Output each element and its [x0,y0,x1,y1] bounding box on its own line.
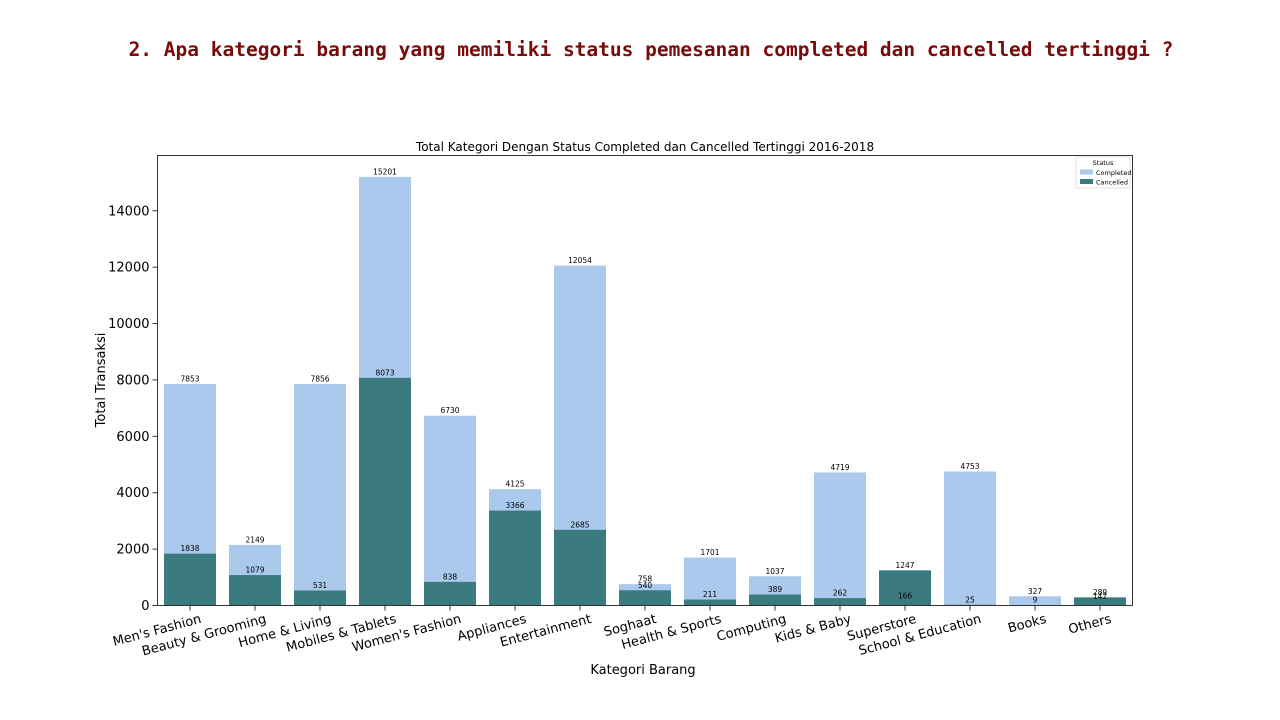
bar-cancelled-men-s-fashion [164,553,216,606]
legend-swatch-completed [1080,169,1093,175]
bar-cancelled-superstore [879,570,931,606]
bar-completed-books [1009,596,1061,606]
y-tick-label: 12000 [108,261,149,276]
data-label-completed: 7856 [310,374,329,383]
data-label-cancelled: 1838 [180,544,199,553]
x-tick-label: Others [1067,612,1113,638]
data-label-completed: 1701 [700,548,719,557]
bar-cancelled-mobiles-tablets [359,377,411,606]
bar-cancelled-women-s-fashion [424,581,476,606]
y-tick-label: 10000 [108,317,149,332]
y-tick-label: 14000 [108,204,149,219]
bar-completed-women-s-fashion [424,415,476,606]
bars-group: 7853 2149 7856 15201 6730 4125 12054 758 1701 103… [164,167,1126,606]
data-label-completed: 1037 [765,567,784,576]
data-label-cancelled: 1079 [245,566,264,575]
bar-cancelled-beauty-grooming [229,575,281,606]
data-label-cancelled: 2685 [570,520,589,529]
bar-cancelled-entertainment [554,529,606,606]
data-label-completed: 4753 [960,462,979,471]
data-label-cancelled: 1247 [895,561,914,570]
x-axis-label: Kategori Barang [590,663,695,678]
data-label-completed: 4719 [830,463,849,472]
plot-frame [157,155,1133,606]
data-label-completed: 327 [1028,587,1043,596]
data-label-completed: 758 [638,575,653,584]
y-tick-label: 4000 [116,486,149,501]
bar-cancelled-computing [749,594,801,606]
x-tick-label: Books [1006,612,1048,637]
bar-completed-home-living [294,383,346,606]
data-label-cancelled: 8073 [375,368,394,377]
data-label-cancelled: 838 [443,572,458,581]
data-label-cancelled: 211 [703,590,718,599]
data-label-completed: 12054 [568,256,592,265]
data-label-completed: 15201 [373,167,397,176]
data-label-completed: 142 [1093,592,1108,601]
data-label-cancelled: 9 [1033,596,1038,605]
legend-label-cancelled: Cancelled [1096,179,1128,187]
chart-title: Total Kategori Dengan Status Completed d… [415,140,874,154]
data-label-cancelled: 262 [833,589,848,598]
bar-cancelled-appliances [489,510,541,606]
data-label-completed: 166 [898,591,913,600]
y-axis-label: Total Transaksi [94,333,109,429]
data-label-cancelled: 540 [638,581,653,590]
y-tick-label: 2000 [116,543,149,558]
legend: Status Completed Cancelled [1075,156,1131,189]
data-label-cancelled: 289 [1093,588,1108,597]
bar-cancelled-soghaat [619,590,671,606]
bar-completed-kids-baby [814,472,866,606]
data-label-completed: 2149 [245,535,264,544]
bar-completed-health-sports [684,557,736,606]
data-label-completed: 4125 [505,480,524,489]
slide-heading: 2. Apa kategori barang yang memiliki sta… [128,38,1174,61]
data-label-completed: 7853 [180,375,199,384]
bar-cancelled-others [1074,597,1126,606]
legend-swatch-cancelled [1080,179,1093,184]
data-label-completed: 6730 [440,406,459,415]
data-label-cancelled: 389 [768,585,783,594]
data-label-cancelled: 531 [313,581,328,590]
bar-cancelled-kids-baby [814,598,866,606]
data-label-cancelled: 25 [965,595,975,604]
y-tick-label: 8000 [116,373,149,388]
legend-title: Status [1093,159,1114,167]
bar-cancelled-health-sports [684,599,736,606]
bar-cancelled-home-living [294,590,346,606]
legend-label-completed: Completed [1096,169,1131,177]
y-tick-label: 0 [141,599,149,614]
y-tick-label: 6000 [116,430,149,445]
bar-completed-school-education [944,471,996,606]
data-label-cancelled: 3366 [505,501,524,510]
